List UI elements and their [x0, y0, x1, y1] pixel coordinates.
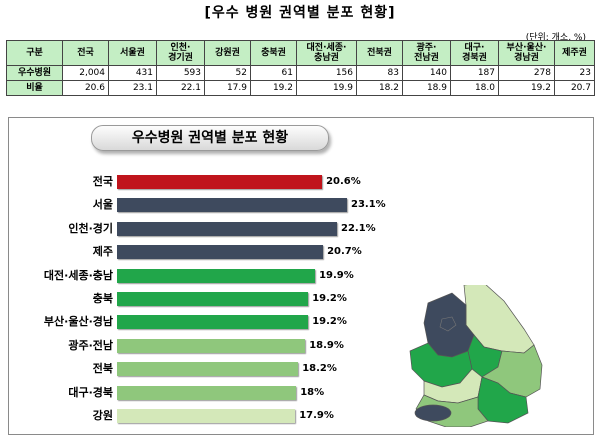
jeju-island: [414, 404, 452, 422]
bar: [117, 268, 316, 283]
bar: [117, 315, 309, 330]
bar-value-label: 22.1%: [341, 222, 376, 234]
table-cell: 278: [498, 65, 555, 81]
bar-category-label: 서울: [92, 198, 113, 212]
column-header: 전북권: [356, 40, 403, 66]
bar-value-label: 17.9%: [299, 410, 334, 421]
column-header: 부산·울산· 경남권: [498, 40, 555, 66]
table-cell: 19.2: [250, 80, 297, 96]
table-cell: 23: [554, 65, 595, 81]
table-cell: 18.2: [356, 80, 403, 96]
table-cell: 52: [204, 65, 251, 81]
bar: [117, 338, 306, 353]
bar: [117, 409, 296, 423]
unit-note: (단위: 개소, %): [525, 33, 586, 43]
bar-category-label: 제주: [92, 245, 113, 259]
table-cell: 593: [156, 65, 205, 81]
bar-category-label: 인천·경기: [68, 221, 113, 235]
column-header: 전국: [62, 40, 109, 66]
column-header: 제주권: [554, 40, 595, 66]
table-row: 비율 20.6 23.1 22.1 17.9 19.2 19.9 18.2 18…: [6, 80, 595, 96]
table-cell: 156: [296, 65, 357, 81]
chart-title: 우수병원 권역별 분포 현황: [91, 125, 329, 151]
table-cell: 18.0: [450, 80, 499, 96]
table-cell: 61: [250, 65, 297, 81]
column-header: 인천· 경기권: [156, 40, 205, 66]
map-region-seoul: [439, 316, 457, 332]
table-row: 우수병원 2,004 431 593 52 61 156 83 140 187 …: [6, 65, 595, 81]
table-cell: 2,004: [62, 65, 109, 81]
korea-map: [409, 285, 543, 427]
table-cell: 19.9: [296, 80, 357, 96]
bar-category-label: 대전·세종·충남: [43, 268, 113, 282]
bar: [117, 245, 324, 260]
row-label: 비율: [6, 80, 63, 96]
stats-table: 구분 전국 서울권 인천· 경기권 강원권 충북권 대전·세종· 충남권 전북권…: [6, 40, 595, 96]
column-header: 대전·세종· 충남권: [296, 40, 357, 66]
table-cell: 431: [108, 65, 157, 81]
bar-value-label: 19.9%: [319, 269, 354, 281]
bar-value-label: 18%: [300, 386, 325, 398]
column-header: 대구· 경북권: [450, 40, 499, 66]
table-cell: 187: [450, 65, 499, 81]
row-label: 우수병원: [6, 65, 63, 81]
bar-category-label: 광주·전남: [68, 338, 113, 352]
bar-value-label: 20.6%: [326, 176, 361, 187]
bar: [117, 198, 347, 213]
column-header: 충북권: [250, 40, 297, 66]
bar: [117, 385, 297, 400]
table-cell: 19.2: [498, 80, 555, 96]
table-cell: 17.9: [204, 80, 251, 96]
table-corner: 구분: [6, 40, 63, 66]
bar-category-label: 전국: [92, 175, 113, 188]
chart-panel: 우수병원 권역별 분포 현황 전국 20.6% 서울 23.1% 인천·경기 22.1% 제…: [8, 117, 594, 435]
bar: [117, 175, 323, 189]
bar-category-label: 강원: [92, 409, 113, 422]
table-header-row: 구분 전국 서울권 인천· 경기권 강원권 충북권 대전·세종· 충남권 전북권…: [6, 40, 595, 66]
bar: [117, 292, 309, 306]
bar-value-label: 19.2%: [312, 293, 347, 304]
bar: [117, 221, 337, 236]
column-header: 서울권: [108, 40, 157, 66]
table-cell: 140: [402, 65, 451, 81]
bar-category-label: 대구·경북: [68, 385, 113, 399]
bar-value-label: 23.1%: [351, 199, 386, 211]
table-cell: 20.6: [62, 80, 109, 96]
page-title: [우수 병원 권역별 분포 현황]: [204, 5, 396, 21]
column-header: 강원권: [204, 40, 251, 66]
bar: [117, 362, 299, 377]
bar-category-label: 부산·울산·경남: [43, 315, 113, 329]
column-header: 광주· 전남권: [402, 40, 451, 66]
table-cell: 83: [356, 65, 403, 81]
table-cell: 23.1: [108, 80, 157, 96]
table-cell: 20.7: [554, 80, 595, 96]
bar-category-label: 충북: [92, 292, 113, 305]
bar-category-label: 전북: [92, 362, 113, 376]
bar-value-label: 18.9%: [309, 339, 344, 351]
bar-value-label: 20.7%: [327, 246, 362, 258]
table-cell: 18.9: [402, 80, 451, 96]
bar-value-label: 19.2%: [312, 316, 347, 328]
bar-value-label: 18.2%: [302, 363, 337, 375]
table-cell: 22.1: [156, 80, 205, 96]
